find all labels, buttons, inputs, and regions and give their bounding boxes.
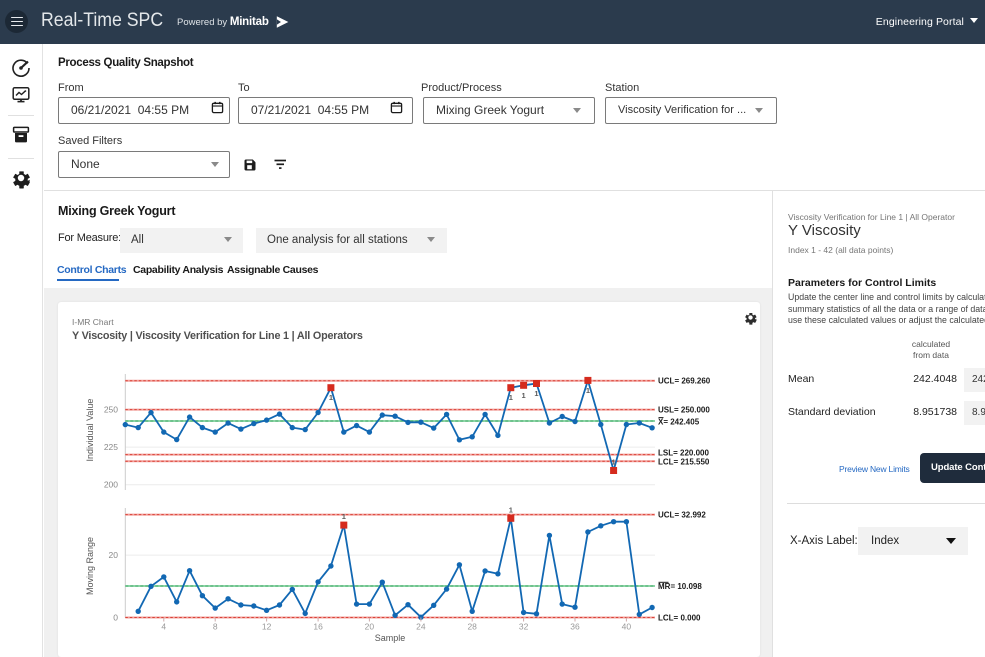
svg-text:250: 250	[104, 405, 118, 415]
svg-text:LSL= 220.000: LSL= 220.000	[658, 449, 709, 458]
svg-text:32: 32	[519, 622, 529, 632]
svg-text:1: 1	[509, 505, 513, 514]
svg-text:MR= 10.098: MR= 10.098	[658, 582, 702, 591]
svg-text:200: 200	[104, 480, 118, 490]
svg-text:1: 1	[586, 386, 590, 395]
svg-text:UCL= 269.260: UCL= 269.260	[658, 377, 711, 386]
svg-text:X= 242.405: X= 242.405	[658, 417, 700, 426]
svg-text:8: 8	[213, 622, 218, 632]
svg-text:20: 20	[365, 622, 375, 632]
svg-text:225: 225	[104, 442, 118, 452]
svg-text:Sample: Sample	[375, 633, 406, 643]
svg-text:16: 16	[313, 622, 323, 632]
svg-text:Moving Range: Moving Range	[85, 537, 95, 595]
svg-text:1: 1	[342, 512, 346, 521]
svg-text:36: 36	[570, 622, 580, 632]
svg-text:28: 28	[467, 622, 477, 632]
svg-text:1: 1	[534, 389, 538, 398]
svg-text:0: 0	[113, 613, 118, 623]
svg-text:1: 1	[612, 458, 616, 467]
svg-text:24: 24	[416, 622, 426, 632]
svg-text:LCL= 0.000: LCL= 0.000	[658, 614, 701, 623]
svg-text:1: 1	[509, 393, 513, 402]
svg-text:UCL= 32.992: UCL= 32.992	[658, 511, 706, 520]
svg-text:4: 4	[161, 622, 166, 632]
svg-text:12: 12	[262, 622, 272, 632]
svg-text:LCL= 215.550: LCL= 215.550	[658, 457, 710, 466]
svg-text:Individual Value: Individual Value	[85, 399, 95, 462]
svg-text:40: 40	[622, 622, 632, 632]
svg-text:1: 1	[522, 391, 526, 400]
svg-text:1: 1	[329, 393, 333, 402]
svg-text:20: 20	[109, 550, 119, 560]
svg-text:USL= 250.000: USL= 250.000	[658, 405, 710, 414]
